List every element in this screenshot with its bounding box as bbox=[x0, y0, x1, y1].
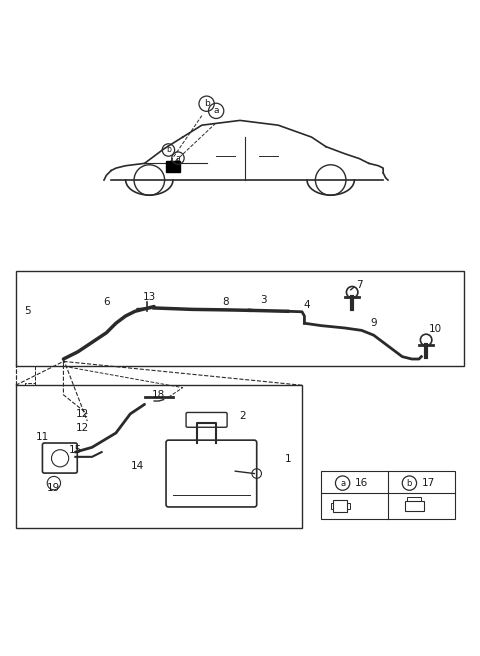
Text: 16: 16 bbox=[355, 478, 368, 488]
Bar bbox=[16, 385, 302, 529]
Text: b: b bbox=[166, 146, 171, 155]
Text: 11: 11 bbox=[36, 432, 48, 441]
Bar bbox=[166, 161, 180, 173]
Bar bbox=[348, 503, 350, 509]
Text: 17: 17 bbox=[422, 478, 435, 488]
Text: 2: 2 bbox=[239, 411, 246, 421]
Text: a: a bbox=[214, 106, 219, 115]
Text: 12: 12 bbox=[76, 409, 89, 419]
Text: 15: 15 bbox=[69, 445, 82, 455]
Text: 8: 8 bbox=[222, 297, 229, 307]
Text: 14: 14 bbox=[131, 461, 144, 472]
Text: 6: 6 bbox=[103, 297, 110, 307]
Text: 12: 12 bbox=[76, 423, 89, 433]
Text: a: a bbox=[176, 154, 180, 163]
Text: 10: 10 bbox=[429, 324, 442, 334]
Text: a: a bbox=[340, 479, 345, 487]
Text: 13: 13 bbox=[143, 292, 156, 302]
Text: 4: 4 bbox=[303, 300, 310, 310]
Text: 19: 19 bbox=[47, 483, 60, 493]
Text: b: b bbox=[407, 479, 412, 487]
Text: 18: 18 bbox=[152, 390, 166, 400]
Text: b: b bbox=[204, 99, 209, 108]
Text: 3: 3 bbox=[261, 295, 267, 305]
Text: 7: 7 bbox=[356, 280, 362, 290]
Text: 5: 5 bbox=[24, 306, 31, 316]
Bar bbox=[16, 271, 464, 366]
Bar bbox=[331, 503, 333, 509]
Text: 9: 9 bbox=[370, 318, 377, 328]
Bar bbox=[405, 501, 424, 511]
Bar bbox=[333, 501, 348, 512]
Bar bbox=[407, 497, 421, 501]
Bar bbox=[321, 471, 455, 519]
Text: 1: 1 bbox=[285, 454, 291, 464]
